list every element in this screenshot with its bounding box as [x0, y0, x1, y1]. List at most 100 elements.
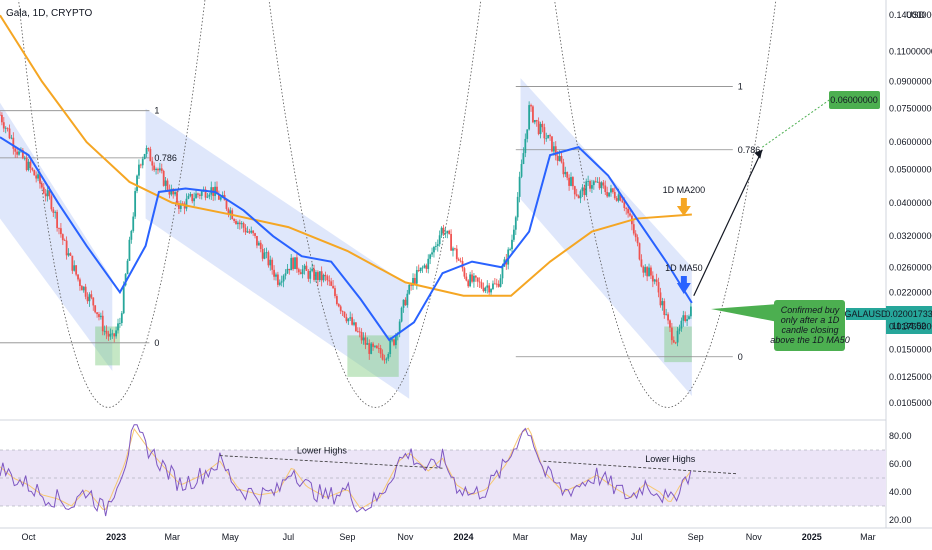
candle-body — [558, 156, 561, 161]
candle-body — [355, 322, 357, 332]
price-tick-label: 0.01750000 — [889, 322, 932, 332]
candle-body — [497, 283, 500, 287]
candle-body — [136, 175, 138, 192]
candle-body — [126, 260, 129, 275]
candle-body — [419, 267, 422, 272]
candle-body — [179, 203, 182, 209]
candle-body — [257, 242, 260, 246]
candle-body — [680, 320, 683, 329]
candle-body — [145, 148, 148, 155]
candle-body — [444, 233, 447, 234]
candle-body — [67, 253, 70, 256]
currency-label[interactable]: USD — [906, 10, 926, 20]
candle-body — [549, 135, 551, 137]
candle-body — [394, 334, 397, 346]
candle-body — [448, 230, 451, 234]
candle-body — [537, 121, 540, 135]
candle-body — [10, 137, 13, 139]
callout-text-line: only after a 1D — [781, 315, 840, 325]
candle-body — [526, 129, 529, 139]
candle-body — [35, 175, 38, 179]
candle-body — [556, 155, 559, 161]
candle-body — [579, 191, 582, 199]
candle-body — [276, 274, 279, 285]
price-tick-label: 0.04000000 — [889, 198, 932, 208]
price-tag-box[interactable] — [886, 306, 932, 334]
candle-body — [518, 176, 521, 197]
candle-body — [219, 197, 222, 200]
candle-body — [23, 157, 26, 159]
candle-body — [2, 122, 5, 129]
candle-body — [575, 194, 578, 196]
candle-body — [457, 259, 460, 261]
moving-averages — [0, 14, 693, 342]
candle-body — [690, 306, 692, 317]
candle-body — [1, 114, 3, 123]
candle-body — [343, 311, 346, 318]
candle-body — [280, 281, 283, 283]
candle-body — [339, 306, 342, 312]
candle-body — [381, 353, 384, 360]
candle-body — [469, 274, 472, 287]
candle-body — [79, 279, 81, 286]
candle-body — [56, 211, 58, 229]
candle-body — [362, 337, 365, 341]
candle-body — [484, 287, 487, 292]
candle-body — [587, 181, 590, 182]
candle-body — [501, 266, 504, 279]
candle-body — [265, 252, 268, 254]
rsi-lower-highs-label-1: Lower Highs — [297, 446, 348, 456]
candle-body — [6, 127, 9, 129]
rsi-tick-label: 40.00 — [889, 487, 912, 497]
candle-body — [42, 187, 45, 194]
target-price-box[interactable] — [829, 91, 880, 109]
candle-body — [592, 181, 595, 186]
candle-body — [90, 294, 93, 298]
candle-body — [351, 317, 354, 325]
rsi-panel: Lower Highs Lower Highs — [0, 424, 886, 517]
candle-body — [299, 272, 302, 275]
candle-body — [374, 345, 376, 347]
candle-body — [58, 228, 60, 229]
callout-box[interactable] — [774, 300, 845, 351]
time-axis: Oct 2023 Mar May Jul Sep Nov 2024 Mar May Jul Sep No… — [22, 532, 876, 542]
candle-body — [400, 307, 403, 322]
candle-body — [514, 217, 517, 230]
candle-body — [168, 189, 171, 195]
candle-body — [511, 239, 513, 250]
rsi-tick-label: 80.00 — [889, 431, 912, 441]
candle-body — [117, 323, 119, 331]
candle-body — [176, 192, 178, 204]
candle-body — [438, 235, 441, 245]
fib-level-label: 0 — [154, 338, 159, 348]
candle-body — [533, 120, 536, 123]
candle-body — [398, 321, 401, 334]
time-tick-label: Mar — [165, 532, 181, 542]
candle-body — [229, 210, 232, 215]
candle-body — [84, 286, 87, 297]
candle-body — [467, 280, 470, 287]
candle-body — [318, 271, 321, 281]
price-tick-label: 0.02600000 — [889, 262, 932, 272]
time-tick-label: Mar — [860, 532, 876, 542]
candle-body — [143, 154, 146, 160]
time-tick-label: May — [222, 532, 240, 542]
candle-body — [115, 330, 118, 337]
candle-body — [674, 342, 677, 344]
candle-body — [18, 151, 20, 155]
symbol-tag-box — [846, 308, 886, 320]
candle-body — [341, 311, 344, 312]
candle-body — [577, 195, 580, 199]
candle-body — [4, 127, 7, 129]
candle-body — [611, 188, 614, 193]
candle-body — [573, 186, 576, 195]
candle-body — [189, 194, 192, 196]
candle-body — [594, 181, 597, 183]
candle-body — [162, 170, 165, 186]
candle-body — [482, 287, 485, 292]
candle-body — [271, 259, 274, 270]
price-tick-label: 0.09000000 — [889, 76, 932, 86]
candle-body — [86, 296, 89, 302]
symbol-tag: GALAUSD — [844, 309, 888, 319]
